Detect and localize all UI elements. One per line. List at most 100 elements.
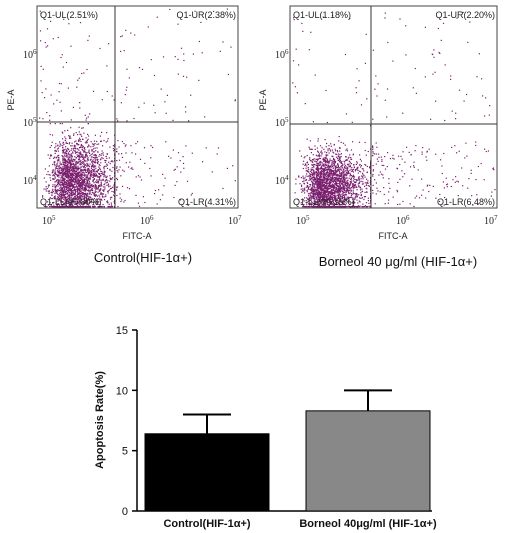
flow-dot [129, 161, 131, 163]
flow-dot [433, 49, 435, 51]
flow-dot [190, 194, 192, 196]
flow-dot [94, 162, 96, 164]
flow-dot [86, 142, 88, 144]
flow-dot [348, 201, 350, 203]
flow-dot [106, 132, 108, 134]
flow-dot [55, 191, 57, 193]
flow-dot [87, 173, 89, 175]
flow-dot [348, 199, 350, 201]
flow-dot [66, 184, 68, 186]
flow-dot [76, 197, 78, 199]
flow-dot [113, 99, 115, 101]
flow-dot [46, 206, 48, 208]
flow-dot [323, 199, 325, 202]
flow-dot [73, 206, 75, 208]
flow-dot [316, 197, 318, 199]
flow-dot [328, 196, 330, 198]
flow-dot [344, 186, 346, 188]
flow-dot [83, 151, 85, 153]
flow-dot [82, 146, 84, 148]
flow-dot [117, 171, 119, 173]
flow-dot [341, 195, 344, 197]
flow-dot [308, 179, 310, 181]
flow-dot [318, 168, 320, 170]
flow-dot [53, 162, 55, 164]
flow-dot [364, 205, 367, 207]
flow-dot [77, 191, 79, 193]
flow-dot [63, 193, 65, 195]
flow-dot [313, 205, 315, 207]
flow-dot [93, 165, 95, 167]
flow-dot [74, 192, 77, 194]
flow-dot [310, 199, 312, 201]
flow-dot [71, 198, 73, 200]
flow-dot [343, 181, 345, 183]
flow-dot [346, 188, 348, 190]
flow-dot [64, 193, 66, 196]
flow-dot [88, 202, 90, 204]
flow-dot [334, 169, 336, 171]
x-axis-label: FITC-A [123, 231, 152, 241]
flow-dot [341, 190, 343, 193]
flow-dot [320, 188, 322, 190]
flow-dot [336, 202, 338, 204]
flow-dot [86, 184, 88, 186]
flow-dot [327, 198, 330, 200]
flow-dot [109, 163, 111, 165]
flow-dot [116, 194, 118, 197]
flow-dot [82, 149, 84, 152]
flow-dot [330, 198, 332, 200]
flow-dot [82, 172, 84, 174]
flow-dot [141, 68, 144, 70]
flow-dot [66, 179, 68, 181]
flow-dot [69, 171, 71, 173]
flow-dot [81, 187, 83, 189]
flow-dot [82, 158, 84, 160]
flow-dot [320, 191, 322, 193]
flow-dot [97, 175, 99, 177]
flow-dot [96, 175, 98, 177]
flow-dot [180, 47, 183, 49]
flow-dot [76, 181, 78, 183]
flow-dot [78, 196, 80, 198]
flow-dot [328, 188, 330, 190]
flow-dot [306, 170, 309, 173]
flow-dot [323, 165, 325, 167]
flow-dot [80, 191, 82, 193]
flow-dot [302, 180, 304, 183]
flow-dot [68, 156, 70, 158]
flow-dot [316, 172, 318, 174]
flow-dot [83, 206, 85, 208]
flow-dot [86, 158, 89, 160]
flow-dot [56, 163, 58, 165]
flow-dot [325, 174, 327, 176]
flow-dot [53, 191, 55, 193]
flow-dot [89, 155, 91, 157]
flow-dot [97, 158, 99, 161]
flow-dot [339, 206, 341, 208]
flow-dot [173, 169, 175, 171]
flow-dot [328, 201, 330, 203]
flow-dot [72, 149, 74, 151]
flow-dot [72, 200, 74, 203]
flow-dot [405, 54, 407, 56]
flow-dot [329, 178, 331, 180]
flow-dot [78, 202, 80, 204]
flow-dot [315, 178, 317, 180]
flow-dot [82, 156, 84, 158]
flow-dot [314, 148, 316, 150]
flow-dot [90, 159, 92, 161]
flow-dot [325, 164, 327, 166]
flow-dot [92, 192, 94, 194]
flow-dot [113, 191, 115, 193]
flow-dot [314, 161, 316, 163]
flow-dot [355, 163, 357, 165]
flow-dot [63, 161, 66, 163]
flow-dot [307, 187, 310, 189]
flow-dot [330, 166, 332, 168]
flow-dot [344, 164, 346, 167]
flow-dot [312, 179, 314, 181]
flow-dot [336, 198, 339, 200]
flow-dot [103, 168, 105, 170]
flow-dot [69, 136, 71, 138]
